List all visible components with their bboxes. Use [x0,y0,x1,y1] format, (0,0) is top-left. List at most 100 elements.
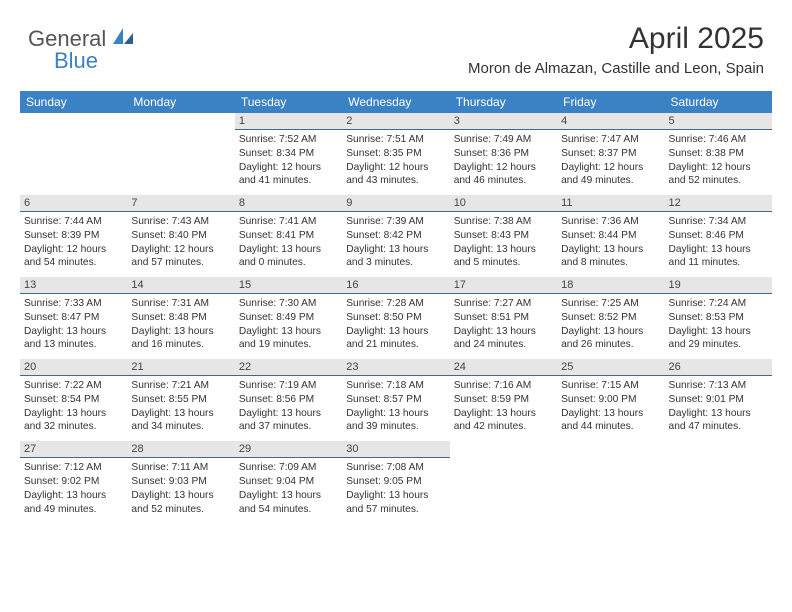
day-cell: Sunrise: 7:09 AMSunset: 9:04 PMDaylight:… [235,458,342,524]
sunset-label: Sunset: 8:34 PM [239,147,338,161]
day-cell: Sunrise: 7:46 AMSunset: 8:38 PMDaylight:… [665,130,772,196]
day1-label: Daylight: 13 hours [346,489,445,503]
day-cell: Sunrise: 7:51 AMSunset: 8:35 PMDaylight:… [342,130,449,196]
day1-label: Daylight: 12 hours [239,161,338,175]
day1-label: Daylight: 13 hours [131,325,230,339]
day-number: 5 [665,113,772,130]
day2-label: and 5 minutes. [454,256,553,270]
day-number [450,441,557,458]
header: General Blue April 2025 Moron de Almazan… [0,0,792,85]
day1-label: Daylight: 12 hours [454,161,553,175]
day-number-row: 12345 [20,113,772,130]
sunset-label: Sunset: 8:51 PM [454,311,553,325]
sunrise-label: Sunrise: 7:19 AM [239,379,338,393]
day1-label: Daylight: 13 hours [454,243,553,257]
day-cell [20,130,127,196]
day-number-row: 20212223242526 [20,359,772,376]
sunset-label: Sunset: 8:52 PM [561,311,660,325]
day-number: 1 [235,113,342,130]
day1-label: Daylight: 13 hours [669,407,768,421]
day-number: 29 [235,441,342,458]
day-number: 23 [342,359,449,376]
day1-label: Daylight: 12 hours [131,243,230,257]
day2-label: and 44 minutes. [561,420,660,434]
sunset-label: Sunset: 9:01 PM [669,393,768,407]
sunrise-label: Sunrise: 7:12 AM [24,461,123,475]
day-cell [557,458,664,524]
day-cell: Sunrise: 7:43 AMSunset: 8:40 PMDaylight:… [127,212,234,278]
day2-label: and 21 minutes. [346,338,445,352]
day-header: Friday [557,91,664,113]
day1-label: Daylight: 13 hours [669,243,768,257]
sunrise-label: Sunrise: 7:15 AM [561,379,660,393]
day2-label: and 16 minutes. [131,338,230,352]
day-cell: Sunrise: 7:33 AMSunset: 8:47 PMDaylight:… [20,294,127,360]
sunrise-label: Sunrise: 7:24 AM [669,297,768,311]
day-number: 2 [342,113,449,130]
sunrise-label: Sunrise: 7:28 AM [346,297,445,311]
sunset-label: Sunset: 9:04 PM [239,475,338,489]
day-cell: Sunrise: 7:25 AMSunset: 8:52 PMDaylight:… [557,294,664,360]
location-label: Moron de Almazan, Castille and Leon, Spa… [468,60,764,77]
week-row: Sunrise: 7:22 AMSunset: 8:54 PMDaylight:… [20,376,772,442]
week-row: Sunrise: 7:52 AMSunset: 8:34 PMDaylight:… [20,130,772,196]
day-header: Thursday [450,91,557,113]
day2-label: and 32 minutes. [24,420,123,434]
sunset-label: Sunset: 9:00 PM [561,393,660,407]
day2-label: and 0 minutes. [239,256,338,270]
sunrise-label: Sunrise: 7:11 AM [131,461,230,475]
sunset-label: Sunset: 8:49 PM [239,311,338,325]
sunrise-label: Sunrise: 7:08 AM [346,461,445,475]
day-cell: Sunrise: 7:41 AMSunset: 8:41 PMDaylight:… [235,212,342,278]
sunset-label: Sunset: 8:36 PM [454,147,553,161]
day2-label: and 8 minutes. [561,256,660,270]
day-number: 28 [127,441,234,458]
day2-label: and 52 minutes. [669,174,768,188]
day-number [557,441,664,458]
day-number: 9 [342,195,449,212]
day-number: 15 [235,277,342,294]
day2-label: and 54 minutes. [239,503,338,517]
day-number: 6 [20,195,127,212]
day1-label: Daylight: 12 hours [24,243,123,257]
day2-label: and 26 minutes. [561,338,660,352]
day1-label: Daylight: 13 hours [346,243,445,257]
day-number: 8 [235,195,342,212]
sunset-label: Sunset: 8:59 PM [454,393,553,407]
day2-label: and 54 minutes. [24,256,123,270]
day-cell: Sunrise: 7:36 AMSunset: 8:44 PMDaylight:… [557,212,664,278]
day-number: 18 [557,277,664,294]
day-cell: Sunrise: 7:47 AMSunset: 8:37 PMDaylight:… [557,130,664,196]
sunrise-label: Sunrise: 7:38 AM [454,215,553,229]
day1-label: Daylight: 13 hours [454,407,553,421]
sunrise-label: Sunrise: 7:13 AM [669,379,768,393]
day1-label: Daylight: 13 hours [24,407,123,421]
day-header-row: Sunday Monday Tuesday Wednesday Thursday… [20,91,772,113]
day1-label: Daylight: 13 hours [454,325,553,339]
day-number: 13 [20,277,127,294]
day-cell: Sunrise: 7:49 AMSunset: 8:36 PMDaylight:… [450,130,557,196]
day-cell: Sunrise: 7:27 AMSunset: 8:51 PMDaylight:… [450,294,557,360]
sunrise-label: Sunrise: 7:36 AM [561,215,660,229]
sunset-label: Sunset: 8:55 PM [131,393,230,407]
sunset-label: Sunset: 8:54 PM [24,393,123,407]
day2-label: and 49 minutes. [561,174,660,188]
sunrise-label: Sunrise: 7:46 AM [669,133,768,147]
day1-label: Daylight: 13 hours [239,243,338,257]
sunrise-label: Sunrise: 7:18 AM [346,379,445,393]
day1-label: Daylight: 13 hours [131,489,230,503]
sunrise-label: Sunrise: 7:33 AM [24,297,123,311]
day-number-row: 27282930 [20,441,772,458]
day-cell: Sunrise: 7:18 AMSunset: 8:57 PMDaylight:… [342,376,449,442]
sunset-label: Sunset: 8:39 PM [24,229,123,243]
day-number: 30 [342,441,449,458]
day2-label: and 46 minutes. [454,174,553,188]
sunset-label: Sunset: 8:35 PM [346,147,445,161]
sunset-label: Sunset: 8:48 PM [131,311,230,325]
sunset-label: Sunset: 9:05 PM [346,475,445,489]
day1-label: Daylight: 13 hours [346,325,445,339]
sunset-label: Sunset: 9:02 PM [24,475,123,489]
day-number [665,441,772,458]
day-header: Saturday [665,91,772,113]
day-cell: Sunrise: 7:12 AMSunset: 9:02 PMDaylight:… [20,458,127,524]
